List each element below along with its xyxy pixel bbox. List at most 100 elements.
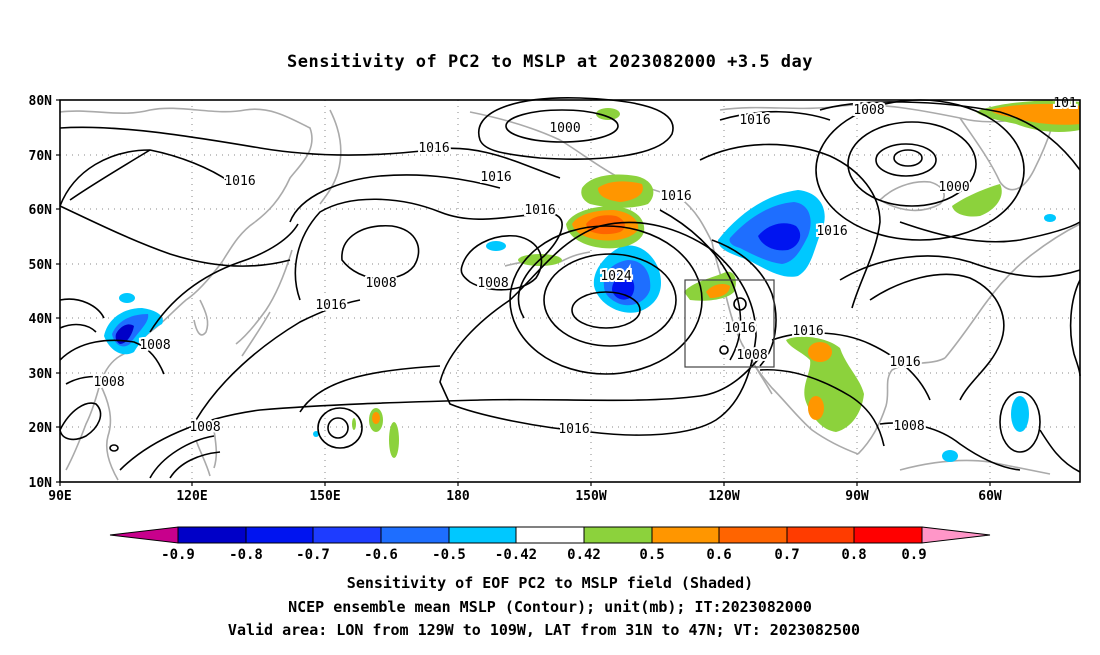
clabel: 1016	[480, 170, 511, 185]
colorbar-label: -0.42	[495, 547, 537, 563]
captions: Sensitivity of EOF PC2 to MSLP field (Sh…	[228, 574, 860, 639]
contour-1008-pacific-low	[460, 235, 543, 291]
contour-low-992	[893, 149, 923, 167]
caption-line-2: NCEP ensemble mean MSLP (Contour); unit(…	[288, 598, 812, 616]
colorbar-label: -0.6	[364, 547, 398, 563]
contour-1016-south	[299, 365, 441, 413]
contour-1016-carib-b	[1039, 429, 1081, 473]
colorbar-bin	[718, 526, 788, 544]
contour-1008-carib	[879, 422, 1021, 471]
colorbar-bin	[245, 526, 314, 544]
clabel: 1008	[736, 348, 767, 363]
lon-label: 90W	[845, 489, 869, 504]
clabel: 1008	[893, 419, 924, 434]
shade-neg-atlantic	[1011, 396, 1029, 432]
map-panel: 1000 1016 1008 1016 1016 1016 1000 101 1…	[29, 94, 1081, 504]
caption-line-3: Valid area: LON from 129W to 109W, LAT f…	[228, 621, 860, 639]
shade-pos-alaska	[518, 108, 654, 266]
shade-pos-mex-orange-a	[808, 342, 832, 362]
lat-label: 80N	[29, 94, 53, 109]
colorbar-bin	[651, 526, 720, 544]
colorbar-label: -0.5	[432, 547, 466, 563]
shade-pos-greenland	[952, 100, 1080, 217]
contour-low-1000-west	[505, 109, 619, 143]
colorbar-arrow-right	[921, 526, 991, 544]
contour-1016-na-a	[699, 143, 881, 309]
lon-label: 180	[446, 489, 470, 504]
shade-pos-mex-green	[786, 336, 864, 432]
coast-na-east	[944, 223, 1081, 359]
shade-neg-na-core	[758, 223, 801, 251]
clabel: 1000	[938, 180, 969, 195]
colorbar-label: 0.9	[901, 547, 926, 563]
lon-label: 150E	[309, 489, 340, 504]
shade-pos-mex-orange-b	[808, 396, 824, 420]
coast-korea	[193, 299, 209, 336]
coast-baja	[741, 343, 773, 395]
shade-neg-asia-core	[115, 324, 134, 344]
coast-philippines	[195, 429, 218, 477]
map-frame	[59, 99, 1081, 483]
colorbar-bin	[786, 526, 855, 544]
coastlines	[59, 101, 1081, 481]
shade-pos-mexico	[786, 336, 864, 432]
lon-label: 120E	[176, 489, 207, 504]
colorbar-labels: -0.9 -0.8 -0.7 -0.6 -0.5 -0.42 0.42 0.5 …	[161, 547, 927, 563]
contour-1016-east-arc	[819, 101, 1081, 171]
shade-pos-ne-orange	[990, 103, 1080, 125]
sensitivity-shading	[104, 100, 1080, 462]
shade-neg-na	[718, 190, 825, 277]
contour-1008-na-trough	[711, 239, 777, 367]
tick-marks	[56, 99, 991, 486]
clabel: 1008	[853, 103, 884, 118]
colorbar-label: -0.9	[161, 547, 195, 563]
colorbar-bin	[177, 526, 247, 544]
contour-1016-sw-a	[169, 451, 221, 479]
lon-label: 150W	[575, 489, 606, 504]
lat-labels: 80N 70N 60N 50N 40N 30N 20N 10N	[29, 94, 53, 491]
shade-neg-small-c	[942, 450, 958, 462]
colorbar-bin	[515, 526, 585, 544]
contour-low-1008-east	[847, 121, 977, 207]
shade-neg-small-d	[313, 431, 319, 437]
clabel: 1016	[558, 422, 589, 437]
shade-pos-valid-area	[684, 271, 736, 301]
contour-small-b	[317, 407, 363, 449]
lat-label: 10N	[29, 476, 53, 491]
clabel: 1008	[365, 276, 396, 291]
coast-indochina	[99, 383, 119, 481]
shade-neg-pacific	[486, 241, 662, 313]
colorbar-bin	[312, 526, 382, 544]
contour-asia-low-a	[59, 402, 102, 441]
shade-pos-gl-green	[952, 184, 1002, 217]
clabel: 1016	[660, 189, 691, 204]
clabel: 1000	[549, 121, 580, 136]
clabel: 101	[1053, 96, 1076, 111]
contour-1016-east-b	[839, 255, 1081, 281]
lat-label: 20N	[29, 421, 53, 436]
lat-label: 60N	[29, 203, 53, 218]
contour-1016-arc-north	[59, 126, 561, 179]
contour-1016-asia-cn	[59, 205, 291, 267]
contour-1016-sub-b	[759, 368, 885, 447]
contour-high-1016-big	[439, 221, 757, 436]
clabel: 1016	[739, 113, 770, 128]
shade-pos-wp-d	[352, 418, 356, 430]
lon-label: 90E	[48, 489, 71, 504]
contour-tiny-a	[109, 444, 119, 452]
contour-1016-sub-a	[771, 332, 931, 401]
contour-labels: 1000 1016 1008 1016 1016 1016 1000 101 1…	[91, 94, 1078, 439]
contour-1016-pacific-long	[195, 299, 361, 421]
colorbar: -0.9 -0.8 -0.7 -0.6 -0.5 -0.42 0.42 0.5 …	[109, 526, 991, 563]
clabel: 1016	[792, 324, 823, 339]
contour-1016-na-west	[659, 209, 742, 361]
coast-japan	[235, 249, 293, 357]
clabel: 1016	[524, 203, 555, 218]
contour-1008-south	[119, 349, 767, 471]
chart-title: Sensitivity of PC2 to MSLP at 2023082000…	[287, 52, 813, 72]
map-frame-bg	[60, 100, 1080, 482]
contour-1016-center-a	[289, 174, 501, 223]
colorbar-bin	[448, 526, 517, 544]
colorbar-bin	[583, 526, 653, 544]
